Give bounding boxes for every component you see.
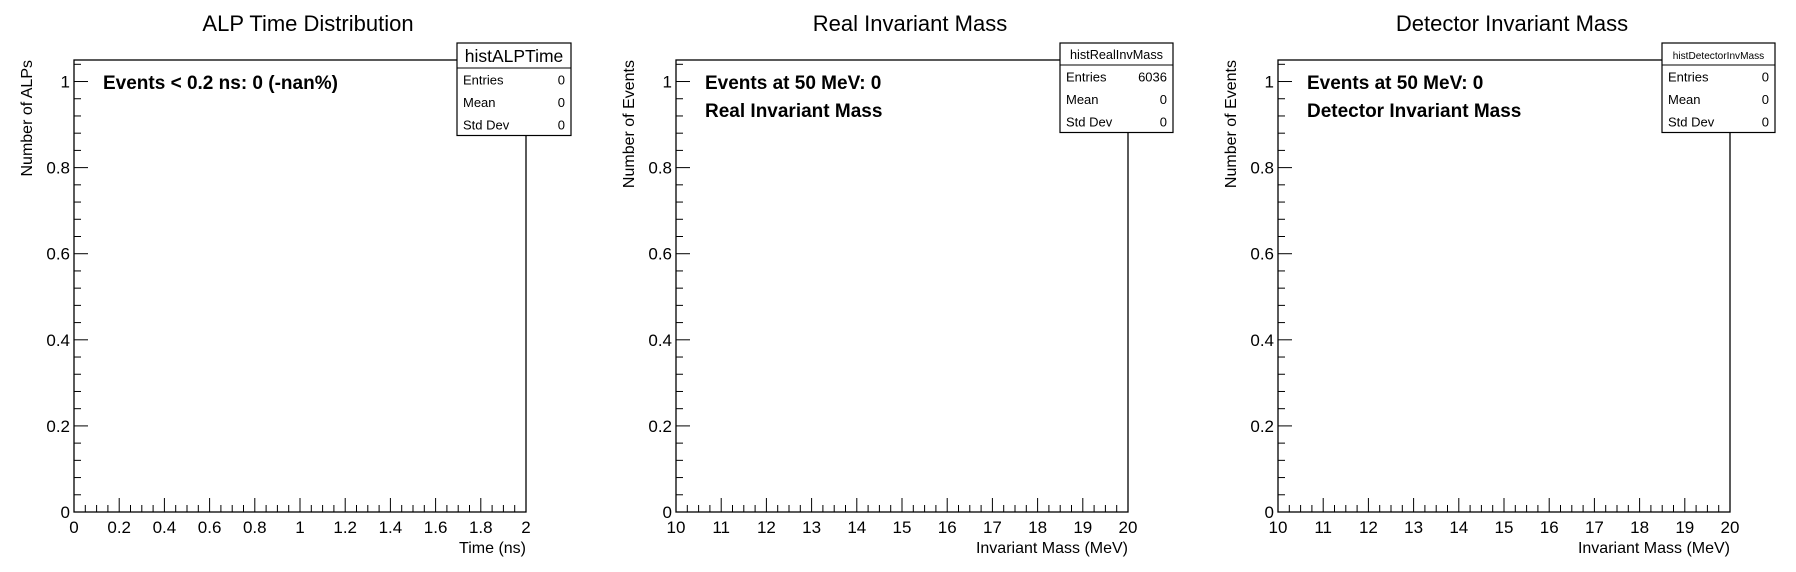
x-tick-label: 0.2 <box>107 518 131 537</box>
x-tick-label: 14 <box>1449 518 1468 537</box>
x-tick-label: 1.8 <box>469 518 493 537</box>
y-tick-label: 0.2 <box>1250 417 1274 436</box>
x-tick-label: 10 <box>667 518 686 537</box>
x-tick-label: 19 <box>1073 518 1092 537</box>
annotation-text: Real Invariant Mass <box>705 101 882 122</box>
stats-value: 0 <box>1160 92 1167 107</box>
stats-label: Mean <box>1668 92 1701 107</box>
x-tick-label: 15 <box>893 518 912 537</box>
x-tick-label: 20 <box>1119 518 1138 537</box>
stats-value: 0 <box>1762 115 1769 130</box>
chart-title: ALP Time Distribution <box>202 11 413 36</box>
stats-label: Std Dev <box>1066 115 1113 130</box>
x-tick-label: 0.6 <box>198 518 222 537</box>
x-tick-label: 1.4 <box>379 518 403 537</box>
y-tick-label: 0 <box>61 503 70 522</box>
stats-box-name: histRealInvMass <box>1070 48 1163 62</box>
x-tick-label: 16 <box>938 518 957 537</box>
x-tick-label: 18 <box>1028 518 1047 537</box>
annotation-text: Events < 0.2 ns: 0 (-nan%) <box>103 73 338 94</box>
x-tick-label: 20 <box>1721 518 1740 537</box>
y-tick-label: 0.6 <box>648 245 672 264</box>
chart-title: Detector Invariant Mass <box>1396 11 1628 36</box>
annotation-text: Events at 50 MeV: 0 <box>1307 73 1483 94</box>
y-tick-label: 0.2 <box>46 417 70 436</box>
chart-title: Real Invariant Mass <box>813 11 1007 36</box>
x-tick-label: 0 <box>69 518 78 537</box>
stats-value: 0 <box>558 118 565 133</box>
x-tick-label: 1 <box>295 518 304 537</box>
y-tick-label: 0.4 <box>648 331 672 350</box>
x-tick-label: 17 <box>1585 518 1604 537</box>
stats-label: Entries <box>1066 70 1107 85</box>
x-tick-label: 15 <box>1495 518 1514 537</box>
x-tick-label: 17 <box>983 518 1002 537</box>
x-tick-label: 2 <box>521 518 530 537</box>
y-tick-label: 0.8 <box>46 159 70 178</box>
stats-value: 6036 <box>1138 70 1167 85</box>
x-tick-label: 0.8 <box>243 518 267 537</box>
stats-label: Std Dev <box>1668 115 1715 130</box>
stats-value: 0 <box>558 73 565 88</box>
x-tick-label: 1.6 <box>424 518 448 537</box>
y-tick-label: 1 <box>1265 73 1274 92</box>
y-axis-label: Number of ALPs <box>19 60 36 177</box>
y-tick-label: 0.4 <box>1250 331 1274 350</box>
stats-value: 0 <box>1160 115 1167 130</box>
stats-value: 0 <box>1762 70 1769 85</box>
stats-box <box>456 42 572 137</box>
stats-value: 0 <box>558 95 565 110</box>
stats-value: 0 <box>1762 92 1769 107</box>
stats-box-name: histALPTime <box>465 46 564 66</box>
stats-label: Mean <box>1066 92 1099 107</box>
y-tick-label: 1 <box>61 73 70 92</box>
stats-label: Entries <box>1668 70 1709 85</box>
stats-label: Std Dev <box>463 118 510 133</box>
y-tick-label: 0.6 <box>46 245 70 264</box>
x-tick-label: 18 <box>1630 518 1649 537</box>
x-tick-label: 12 <box>1359 518 1378 537</box>
y-tick-label: 0.6 <box>1250 245 1274 264</box>
histogram-panel-1: ALP Time Distribution 0 0.2 0.4 0.6 0.8 1 1.2 1.… <box>19 11 572 557</box>
x-tick-label: 11 <box>712 518 730 537</box>
x-tick-label: 10 <box>1269 518 1288 537</box>
x-tick-label: 14 <box>847 518 866 537</box>
x-tick-label: 13 <box>802 518 821 537</box>
x-tick-label: 16 <box>1540 518 1559 537</box>
y-tick-label: 0 <box>1265 503 1274 522</box>
annotation-text: Events at 50 MeV: 0 <box>705 73 881 94</box>
stats-box-name: histDetectorInvMass <box>1673 51 1764 62</box>
x-axis-label: Invariant Mass (MeV) <box>1578 540 1730 557</box>
y-tick-label: 1 <box>663 73 672 92</box>
stats-box <box>1059 42 1174 134</box>
y-tick-label: 0 <box>663 503 672 522</box>
x-tick-label: 13 <box>1404 518 1423 537</box>
x-tick-label: 1.2 <box>333 518 357 537</box>
x-tick-label: 12 <box>757 518 776 537</box>
x-tick-label: 11 <box>1314 518 1332 537</box>
y-axis-label: Number of Events <box>621 60 638 188</box>
y-tick-label: 0.8 <box>1250 159 1274 178</box>
y-tick-label: 0.8 <box>648 159 672 178</box>
y-axis-label: Number of Events <box>1223 60 1240 188</box>
stats-box <box>1661 42 1776 134</box>
x-axis-label: Time (ns) <box>459 540 526 557</box>
stats-label: Entries <box>463 73 504 88</box>
stats-label: Mean <box>463 95 496 110</box>
x-tick-label: 19 <box>1675 518 1694 537</box>
x-tick-label: 0.4 <box>153 518 177 537</box>
y-tick-label: 0.2 <box>648 417 672 436</box>
annotation-text: Detector Invariant Mass <box>1307 101 1521 122</box>
x-axis-label: Invariant Mass (MeV) <box>976 540 1128 557</box>
y-tick-label: 0.4 <box>46 331 70 350</box>
